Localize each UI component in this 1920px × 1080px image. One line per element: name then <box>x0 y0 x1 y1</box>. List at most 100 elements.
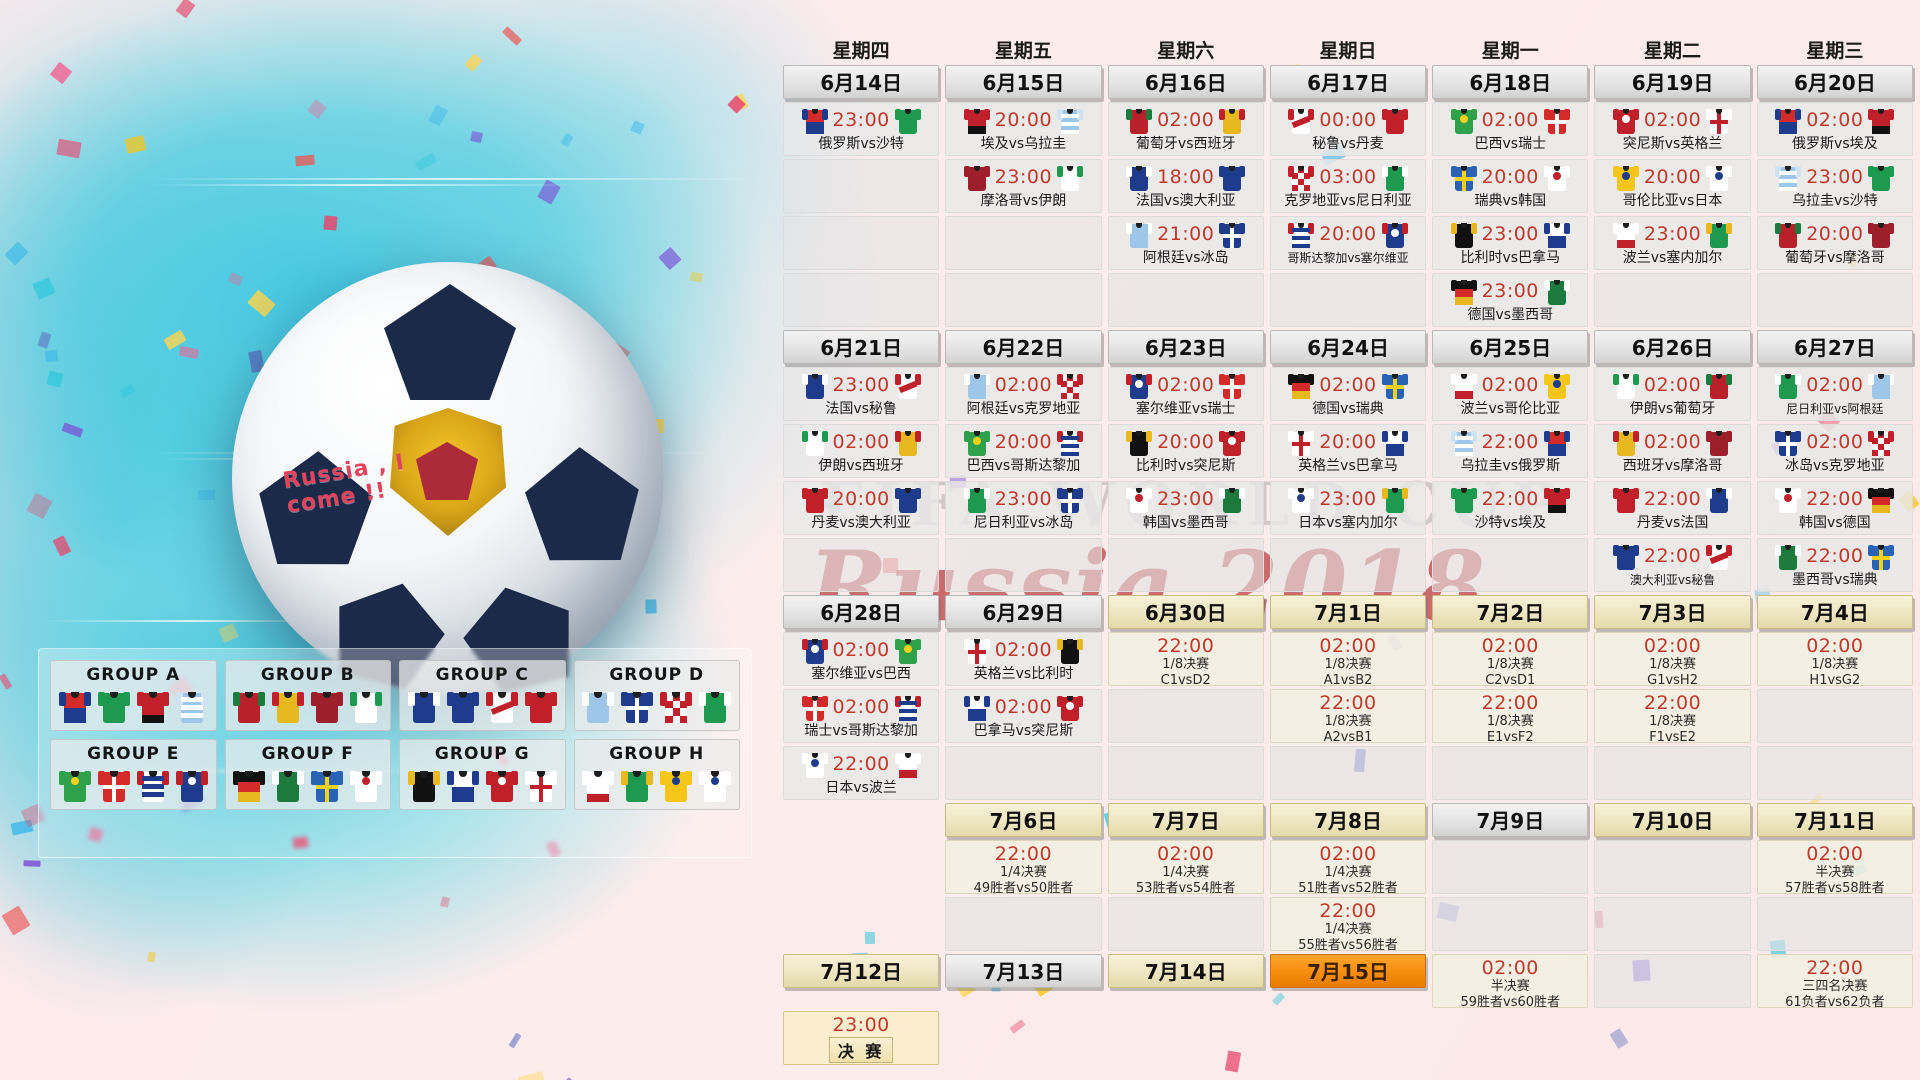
group-match[interactable]: 22:00 乌拉圭vs俄罗斯 <box>1432 424 1589 478</box>
group-card-group-d[interactable]: GROUP D <box>573 660 740 731</box>
group-match[interactable]: 02:00 冰岛vs克罗地亚 <box>1756 424 1913 478</box>
date-header-6月26日[interactable]: 6月26日 <box>1594 330 1751 364</box>
group-match[interactable]: 02:00 俄罗斯vs埃及 <box>1756 102 1913 156</box>
knockout-match[interactable]: 02:00 1/4决赛 53胜者vs54胜者 <box>1107 840 1264 896</box>
group-match[interactable]: 02:00 英格兰vs比利时 <box>945 632 1102 686</box>
group-match[interactable]: 02:00 巴拿马vs突尼斯 <box>945 689 1102 743</box>
date-header-6月28日[interactable]: 6月28日 <box>783 595 940 629</box>
group-match[interactable]: 23:00 韩国vs墨西哥 <box>1107 481 1264 535</box>
group-match[interactable]: 23:00 德国vs墨西哥 <box>1432 273 1589 327</box>
group-match[interactable]: 02:00 阿根廷vs克罗地亚 <box>945 367 1102 421</box>
date-header-7月7日[interactable]: 7月7日 <box>1107 803 1264 837</box>
group-match[interactable]: 23:00 比利时vs巴拿马 <box>1432 216 1589 270</box>
date-header-7月4日[interactable]: 7月4日 <box>1756 595 1913 629</box>
group-match[interactable]: 02:00 尼日利亚vs阿根廷 <box>1756 367 1913 421</box>
date-header-7月11日[interactable]: 7月11日 <box>1756 803 1913 837</box>
group-match[interactable]: 23:00 波兰vs塞内加尔 <box>1594 216 1751 270</box>
knockout-match[interactable]: 02:00 半决赛 57胜者vs58胜者 <box>1756 840 1913 896</box>
final-match[interactable]: 23:00 决 赛 <box>783 1011 940 1065</box>
date-header-6月29日[interactable]: 6月29日 <box>945 595 1102 629</box>
date-header-6月16日[interactable]: 6月16日 <box>1107 65 1264 99</box>
knockout-match[interactable]: 22:00 1/4决赛 49胜者vs50胜者 <box>945 840 1102 896</box>
date-header-7月6日[interactable]: 7月6日 <box>945 803 1102 837</box>
group-card-group-e[interactable]: GROUP E <box>50 739 217 810</box>
group-match[interactable]: 20:00 哥伦比亚vs日本 <box>1594 159 1751 213</box>
date-header-6月18日[interactable]: 6月18日 <box>1432 65 1589 99</box>
group-match[interactable]: 20:00 丹麦vs澳大利亚 <box>783 481 940 535</box>
group-match[interactable]: 02:00 突尼斯vs英格兰 <box>1594 102 1751 156</box>
date-header-6月21日[interactable]: 6月21日 <box>783 330 940 364</box>
group-match[interactable]: 22:00 墨西哥vs瑞典 <box>1756 538 1913 592</box>
group-match[interactable]: 02:00 德国vs瑞典 <box>1269 367 1427 421</box>
knockout-match[interactable]: 02:00 1/8决赛 G1vsH2 <box>1594 632 1751 688</box>
group-match[interactable]: 23:00 俄罗斯vs沙特 <box>783 102 940 156</box>
group-card-group-f[interactable]: GROUP F <box>224 739 391 810</box>
knockout-match[interactable]: 22:00 1/8决赛 E1vsF2 <box>1432 689 1589 745</box>
group-card-group-h[interactable]: GROUP H <box>573 739 740 810</box>
date-header-7月2日[interactable]: 7月2日 <box>1432 595 1589 629</box>
group-match[interactable]: 20:00 葡萄牙vs摩洛哥 <box>1756 216 1913 270</box>
group-match[interactable]: 23:00 法国vs秘鲁 <box>783 367 940 421</box>
group-match[interactable]: 02:00 伊朗vs西班牙 <box>783 424 940 478</box>
group-match[interactable]: 23:00 乌拉圭vs沙特 <box>1756 159 1913 213</box>
knockout-match[interactable]: 22:00 1/8决赛 C1vsD2 <box>1107 632 1264 688</box>
knockout-match[interactable]: 02:00 半决赛 59胜者vs60胜者 <box>1432 954 1589 1010</box>
date-header-6月15日[interactable]: 6月15日 <box>945 65 1102 99</box>
date-header-6月30日[interactable]: 6月30日 <box>1107 595 1264 629</box>
date-header-6月19日[interactable]: 6月19日 <box>1594 65 1751 99</box>
knockout-match[interactable]: 22:00 三四名决赛 61负者vs62负者 <box>1756 954 1913 1010</box>
group-card-group-b[interactable]: GROUP B <box>224 660 391 731</box>
knockout-match[interactable]: 02:00 1/8决赛 A1vsB2 <box>1269 632 1427 688</box>
group-match[interactable]: 20:00 比利时vs突尼斯 <box>1107 424 1264 478</box>
group-match[interactable]: 22:00 丹麦vs法国 <box>1594 481 1751 535</box>
group-match[interactable]: 20:00 瑞典vs韩国 <box>1432 159 1589 213</box>
group-match[interactable]: 02:00 瑞士vs哥斯达黎加 <box>783 689 940 743</box>
group-match[interactable]: 00:00 秘鲁vs丹麦 <box>1269 102 1427 156</box>
group-match[interactable]: 20:00 埃及vs乌拉圭 <box>945 102 1102 156</box>
group-match[interactable]: 02:00 波兰vs哥伦比亚 <box>1432 367 1589 421</box>
date-header-7月1日[interactable]: 7月1日 <box>1269 595 1427 629</box>
date-header-7月9日[interactable]: 7月9日 <box>1432 803 1589 837</box>
date-header-7月12日[interactable]: 7月12日 <box>783 954 940 1008</box>
group-match[interactable]: 18:00 法国vs澳大利亚 <box>1107 159 1264 213</box>
date-header-6月24日[interactable]: 6月24日 <box>1269 330 1427 364</box>
knockout-match[interactable]: 22:00 1/8决赛 F1vsE2 <box>1594 689 1751 745</box>
date-header-7月3日[interactable]: 7月3日 <box>1594 595 1751 629</box>
knockout-match[interactable]: 22:00 1/8决赛 A2vsB1 <box>1269 689 1427 745</box>
date-header-6月27日[interactable]: 6月27日 <box>1756 330 1913 364</box>
group-match[interactable]: 21:00 阿根廷vs冰岛 <box>1107 216 1264 270</box>
date-header-7月13日[interactable]: 7月13日 <box>945 954 1102 1008</box>
knockout-match[interactable]: 02:00 1/8决赛 C2vsD1 <box>1432 632 1589 688</box>
date-header-7月14日[interactable]: 7月14日 <box>1107 954 1264 1008</box>
group-match[interactable]: 23:00 尼日利亚vs冰岛 <box>945 481 1102 535</box>
date-header-7月15日[interactable]: 7月15日 <box>1269 954 1427 1008</box>
group-match[interactable]: 20:00 英格兰vs巴拿马 <box>1269 424 1427 478</box>
group-match[interactable]: 22:00 沙特vs埃及 <box>1432 481 1589 535</box>
group-match[interactable]: 02:00 葡萄牙vs西班牙 <box>1107 102 1264 156</box>
group-match[interactable]: 03:00 克罗地亚vs尼日利亚 <box>1269 159 1427 213</box>
group-match[interactable]: 02:00 巴西vs瑞士 <box>1432 102 1589 156</box>
group-card-group-g[interactable]: GROUP G <box>399 739 566 810</box>
group-match[interactable]: 02:00 塞尔维亚vs巴西 <box>783 632 940 686</box>
group-match[interactable]: 22:00 澳大利亚vs秘鲁 <box>1594 538 1751 592</box>
group-card-group-c[interactable]: GROUP C <box>399 660 566 731</box>
group-match[interactable]: 20:00 哥斯达黎加vs塞尔维亚 <box>1269 216 1427 270</box>
group-match[interactable]: 22:00 韩国vs德国 <box>1756 481 1913 535</box>
knockout-match[interactable]: 02:00 1/8决赛 H1vsG2 <box>1756 632 1913 688</box>
group-match[interactable]: 02:00 塞尔维亚vs瑞士 <box>1107 367 1264 421</box>
knockout-match[interactable]: 02:00 1/4决赛 51胜者vs52胜者 <box>1269 840 1427 896</box>
group-match[interactable]: 02:00 西班牙vs摩洛哥 <box>1594 424 1751 478</box>
group-card-group-a[interactable]: GROUP A <box>50 660 217 731</box>
date-header-6月25日[interactable]: 6月25日 <box>1432 330 1589 364</box>
date-header-6月23日[interactable]: 6月23日 <box>1107 330 1264 364</box>
date-header-6月17日[interactable]: 6月17日 <box>1269 65 1427 99</box>
group-match[interactable]: 23:00 日本vs塞内加尔 <box>1269 481 1427 535</box>
group-match[interactable]: 23:00 摩洛哥vs伊朗 <box>945 159 1102 213</box>
date-header-7月10日[interactable]: 7月10日 <box>1594 803 1751 837</box>
knockout-match[interactable]: 22:00 1/4决赛 55胜者vs56胜者 <box>1269 897 1427 953</box>
date-header-6月20日[interactable]: 6月20日 <box>1756 65 1913 99</box>
date-header-7月8日[interactable]: 7月8日 <box>1269 803 1427 837</box>
date-header-6月14日[interactable]: 6月14日 <box>783 65 940 99</box>
group-match[interactable]: 02:00 伊朗vs葡萄牙 <box>1594 367 1751 421</box>
group-match[interactable]: 22:00 日本vs波兰 <box>783 746 940 800</box>
